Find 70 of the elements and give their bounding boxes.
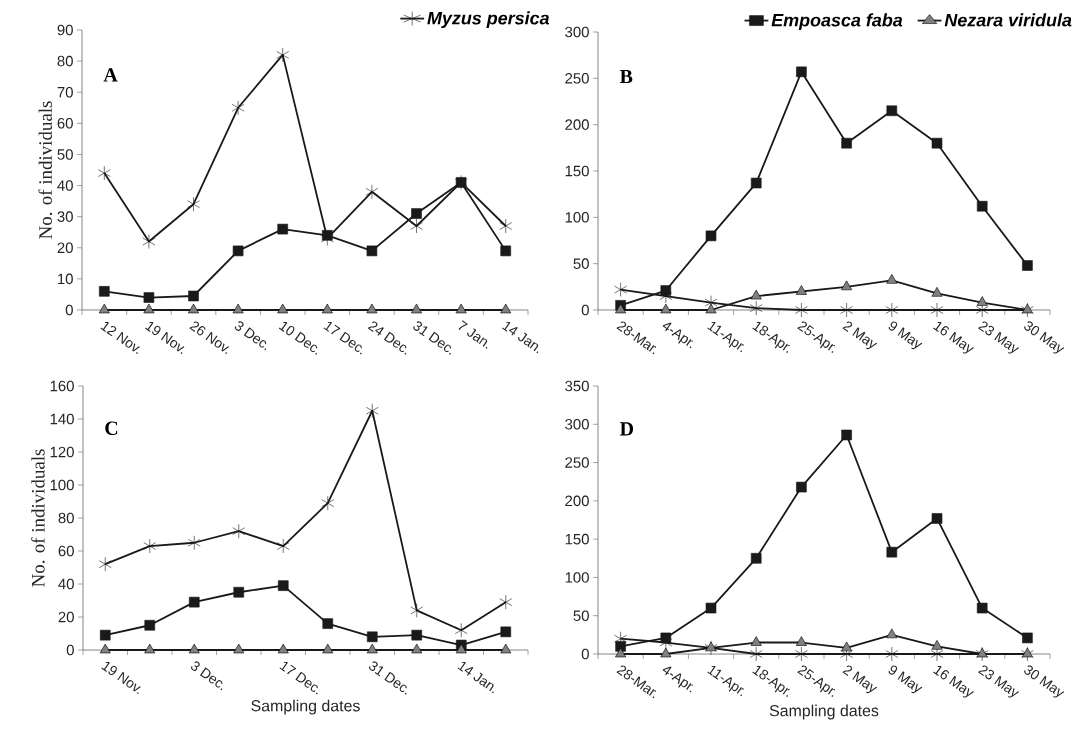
y-axis-title: No. of individuals [31,449,45,587]
y-tick-label: 10 [58,273,73,285]
x-tick-label: 2 May [842,665,878,694]
y-tick-label: 50 [57,149,73,160]
x-tick-label: 14 Jan. [457,661,494,694]
x-tick-label: 30 May [1024,665,1065,698]
x-tick-label: 17 Dec. [323,321,362,355]
y-tick-label: 100 [50,479,74,491]
y-tick-label: 80 [57,55,73,67]
y-tick-label: 40 [57,180,73,191]
x-tick-label: 12 Nov. [100,322,140,355]
x-tick-label: 31 Dec. [413,321,451,355]
y-tick-label: 250 [565,73,589,84]
y-tick-label: 100 [565,572,589,583]
x-tick-label: 23 May [978,321,1020,354]
y-axis-title: No. of individuals [38,101,53,239]
x-tick-label: 3 Dec. [234,321,267,351]
legend-label: Empoasca faba [771,13,903,31]
y-tick-label: 60 [57,118,73,129]
y-tick-label: 200 [565,119,589,130]
y-tick-label: 150 [565,533,589,545]
x-tick-label: 2 May [842,321,878,350]
x-axis-title: Sampling dates [769,704,879,720]
x-tick-label: 9 May [888,665,923,694]
y-tick-label: 50 [573,258,589,269]
y-tick-label: 20 [57,242,73,254]
y-tick-label: 0 [581,304,589,316]
y-tick-label: 140 [50,413,74,425]
x-tick-label: 24 Dec. [367,321,407,355]
x-tick-label: 10 Dec. [278,322,318,355]
y-tick-label: 350 [565,380,589,392]
y-tick-label: 250 [565,457,589,468]
x-tick-label: 26 Nov. [189,321,230,355]
x-tick-label: 16 May [933,322,974,354]
y-tick-label: 200 [565,495,589,507]
x-tick-label: 23 May [978,665,1020,698]
y-tick-label: 90 [57,24,73,36]
y-tick-label: 80 [58,512,74,524]
y-tick-label: 20 [58,611,74,623]
x-tick-label: 19 Nov. [145,322,185,355]
x-tick-label: 7 Jan. [458,320,488,349]
y-tick-label: 160 [50,380,74,392]
x-tick-label: 17 Dec. [279,661,318,695]
y-tick-label: 70 [57,86,73,98]
x-axis-title: Sampling dates [251,699,360,715]
y-tick-label: 100 [565,212,589,223]
legend-label: Myzus persica [427,11,550,29]
x-tick-label: 14 Jan. [501,321,539,354]
annotation: D [619,422,634,436]
y-tick-label: 40 [58,578,74,590]
legend-label: Nezara viridula [944,13,1072,27]
y-tick-label: 300 [565,26,589,38]
y-tick-label: 30 [57,211,73,222]
x-tick-label: 31 Dec. [368,661,407,695]
x-tick-label: 30 May [1024,321,1065,354]
x-tick-label: 19 Nov. [101,662,141,695]
x-tick-label: 9 May [888,321,923,350]
annotation: A [103,68,118,82]
annotation: B [619,69,633,84]
y-tick-label: 60 [58,545,74,557]
y-tick-label: 0 [581,648,589,660]
annotation: C [105,421,118,435]
y-tick-label: 300 [565,418,589,430]
y-tick-label: 120 [50,446,74,458]
x-tick-label: 3 Dec. [190,661,223,691]
y-tick-label: 0 [66,644,74,656]
x-tick-label: 16 May [933,666,974,698]
y-tick-label: 150 [565,165,589,177]
y-tick-label: 0 [65,304,73,316]
y-tick-label: 50 [573,610,589,621]
